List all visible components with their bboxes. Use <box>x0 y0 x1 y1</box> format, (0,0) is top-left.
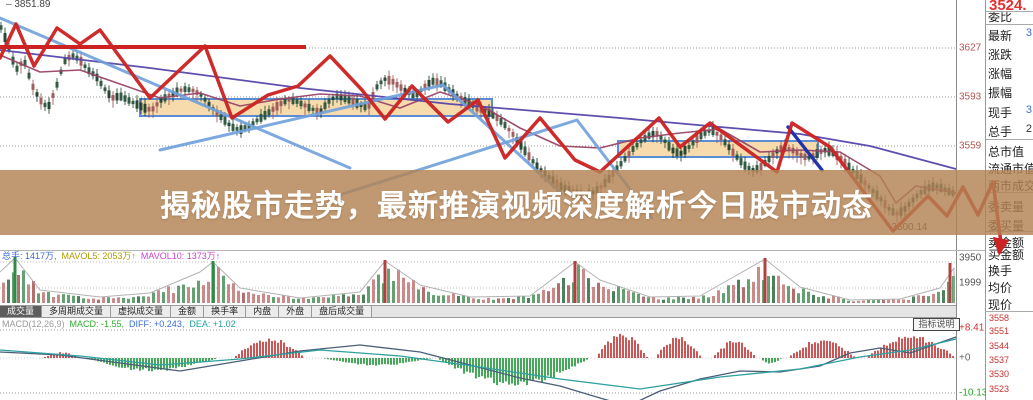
macd-header-item: DEA: +1.02 <box>189 319 236 329</box>
sidebar-separator <box>986 311 1033 312</box>
mini-scale-label: 3523 <box>988 384 1009 394</box>
sidebar-label: 涨跌 <box>988 48 1013 62</box>
sidebar-label: 委比 <box>988 10 1013 24</box>
sidebar-row-现手: 现手 3 <box>988 104 1033 120</box>
volume-header-item: MAVOL10: 1373万↑ <box>140 251 221 261</box>
sidebar-separator <box>986 139 1033 140</box>
macd-header: MACD(12,26,9) MACD: -1.55, DIFF: +0.243, DE… <box>2 319 241 329</box>
macd-header-item: DIFF: +0.243, <box>129 319 185 329</box>
sidebar-row-换手: 换手 <box>988 262 1033 278</box>
price-axis-label: 3559 <box>959 140 982 152</box>
sidebar-label: 现价 <box>988 298 1013 312</box>
tab-虚拟成交量[interactable]: 虚拟成交量 <box>111 306 172 317</box>
sidebar-label: 换手 <box>988 264 1013 278</box>
sidebar-value: 3 <box>1025 27 1032 39</box>
mini-scale-label: 3558 <box>988 313 1009 323</box>
mini-scale-label: 3551 <box>988 326 1009 336</box>
banner-title: 揭秘股市走势，最新推演视频深度解析今日股市动态 <box>160 189 873 223</box>
index-value: 3524. <box>989 0 1027 14</box>
sidebar-row-总手: 总手 2 <box>988 123 1033 139</box>
volume-header-item: 总手: 1417万, <box>2 251 57 261</box>
sidebar-label: 涨幅 <box>988 67 1013 81</box>
tab-外盘[interactable]: 外盘 <box>279 306 313 317</box>
price-axis-label: 3593 <box>959 91 982 103</box>
peak-price-label: – 3851.89 <box>6 0 51 10</box>
sidebar-separator <box>986 24 1033 25</box>
volume-header-item: MAVOL5: 2053万↑ <box>61 251 136 261</box>
sidebar-row-均价: 均价 <box>988 279 1033 295</box>
sidebar-separator <box>986 11 1033 12</box>
sidebar-label: 买金额 <box>988 248 1025 262</box>
volume-axis-label: 3950 <box>959 252 982 264</box>
macd-header-item: MACD(12,26,9) <box>2 319 65 329</box>
macd-axis-label: +8.41 <box>959 322 985 334</box>
tick-mark: – <box>6 0 12 10</box>
mini-scale-label: 3530 <box>988 369 1009 379</box>
tab-换手率[interactable]: 换手率 <box>204 306 247 317</box>
volume-axis-label: 1999 <box>959 277 982 289</box>
sidebar-row-总市值: 总市值 <box>988 143 1033 159</box>
tab-多周期成交量[interactable]: 多周期成交量 <box>42 306 112 317</box>
macd-header-item: MACD: -1.55, <box>69 319 125 329</box>
promo-banner: 揭秘股市走势，最新推演视频深度解析今日股市动态 <box>0 170 1033 235</box>
sidebar-label: 总市值 <box>988 145 1025 159</box>
price-axis-label: 3627 <box>959 42 982 54</box>
sidebar-row-振幅: 振幅 <box>988 84 1033 100</box>
macd-axis-label: +0 <box>959 352 971 364</box>
tab-金额[interactable]: 金额 <box>171 306 205 317</box>
tab-成交量[interactable]: 成交量 <box>0 306 43 317</box>
volume-header: 总手: 1417万, MAVOL5: 2053万↑ MAVOL10: 1373万↑ <box>2 249 225 262</box>
sidebar-label: 最新 <box>988 29 1013 43</box>
macd-axis-label: -10.13 <box>959 387 988 399</box>
tab-内盘[interactable]: 内盘 <box>246 306 280 317</box>
sidebar-value: 3 <box>1025 104 1032 116</box>
mini-scale-label: 3544 <box>988 341 1009 351</box>
sidebar-row-涨幅: 涨幅 <box>988 65 1033 81</box>
sidebar-row-最新: 最新 3 <box>988 27 1033 43</box>
sidebar-row-现价: 现价 <box>988 296 1033 312</box>
sidebar-row-委比: 委比 <box>988 8 1033 24</box>
mini-scale-label: 3537 <box>988 355 1009 365</box>
sidebar-label: 总手 <box>988 125 1013 139</box>
sidebar-row-买金额: 买金额 <box>988 246 1033 262</box>
indicator-description-button[interactable]: 指标说明 <box>913 318 960 331</box>
sidebar-label: 均价 <box>988 281 1013 295</box>
sidebar-value: 2 <box>1025 123 1032 135</box>
main-volume-divider <box>0 250 985 251</box>
indicator-tab-bar: 成交量 多周期成交量 虚拟成交量 金额 换手率 内盘 外盘 盘后成交量 <box>0 305 956 318</box>
tab-盘后成交量[interactable]: 盘后成交量 <box>312 306 373 317</box>
sidebar-label: 振幅 <box>988 86 1013 100</box>
sidebar-label: 现手 <box>988 106 1013 120</box>
sidebar-row-涨跌: 涨跌 <box>988 46 1033 62</box>
